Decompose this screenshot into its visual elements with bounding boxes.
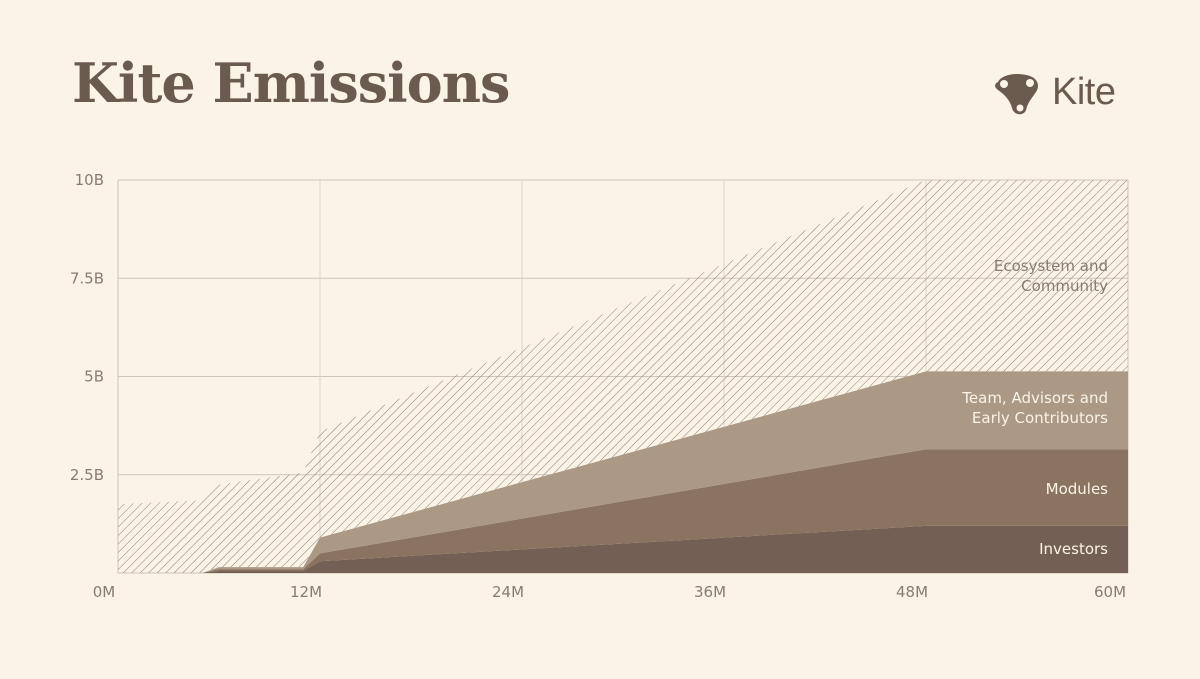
x-tick-label: 48M — [896, 583, 928, 601]
x-tick-label: 12M — [290, 583, 322, 601]
x-tick-label: 36M — [694, 583, 726, 601]
x-tick-label: 24M — [492, 583, 524, 601]
investors-area — [118, 525, 1128, 573]
axis-ticks: 2.5B 5B 7.5B 10B 0M 12M 24M 36M 48M 60M — [70, 171, 1126, 601]
y-tick-label: 5B — [84, 368, 104, 386]
team-advisors-area — [118, 371, 1128, 573]
series-labels: Investors Modules Team, Advisors and Early … — [961, 257, 1108, 558]
y-tick-label: 7.5B — [70, 269, 104, 287]
y-tick-label: 10B — [75, 171, 104, 189]
series-label: Ecosystem and Community — [994, 257, 1108, 295]
ecosystem-area — [118, 180, 1128, 573]
kite-logo-icon — [995, 74, 1038, 115]
series-label: Investors — [1039, 540, 1108, 558]
x-tick-label: 0M — [93, 583, 116, 601]
page-title: Kite Emissions — [72, 51, 510, 115]
series-label: Modules — [1046, 480, 1109, 498]
area-layers — [118, 180, 1128, 573]
x-tick-label: 60M — [1094, 583, 1126, 601]
y-tick-label: 2.5B — [70, 466, 104, 484]
series-label: Team, Advisors and Early Contributors — [961, 389, 1108, 427]
modules-area — [118, 449, 1128, 573]
brand-logo: Kite — [990, 64, 1116, 120]
brand-name: Kite — [1052, 70, 1116, 113]
